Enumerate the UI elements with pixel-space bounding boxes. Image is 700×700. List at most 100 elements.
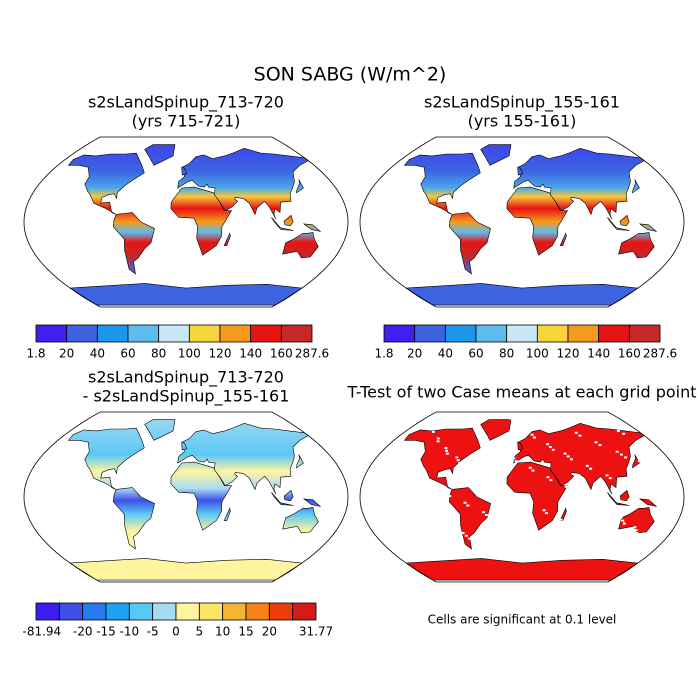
landmass [170,186,233,256]
panel-title: T-Test of two Case means at each grid po… [346,383,696,402]
speckle [445,449,449,452]
speckle [508,414,512,417]
colorbar-box [444,324,477,343]
landmass [517,166,524,176]
panel-title: - s2sLandSpinup_155-161 [83,387,290,407]
speckle [410,536,414,539]
speckle [532,436,536,439]
landmass [177,422,309,495]
landmass [405,558,639,581]
speckle [436,437,440,440]
speckle [549,551,553,554]
colorbar-label: 20 [262,625,277,639]
speckle [436,415,440,418]
speckle [399,461,403,464]
colorbar-label: -5 [147,625,159,639]
speckle [666,508,670,511]
landmass [112,487,155,550]
speckle [496,445,500,448]
landmass [405,283,639,306]
colorbar-label: 0 [172,625,180,639]
speckle [390,454,394,457]
speckle [578,434,582,437]
colorbar-box [383,324,416,343]
speckle [536,542,540,545]
colorbar-label: 160 [270,347,293,361]
landmass [638,223,658,232]
speckle [517,424,521,427]
speckle [616,429,620,432]
landmass [506,461,569,531]
speckle [583,495,587,498]
speckle [577,413,581,416]
speckle [645,541,649,544]
speckle [564,485,568,488]
speckle [637,460,641,463]
speckle [489,480,493,483]
landmass [403,152,481,215]
speckle [641,463,645,465]
speckle [497,447,501,450]
map-outline [23,136,349,308]
speckle [448,495,452,498]
colorbar-label: 140 [587,347,610,361]
landmass [618,232,655,259]
colorbar-box [628,324,661,343]
speckle [649,498,653,501]
speckle [472,471,476,474]
colorbar-box [35,602,60,621]
speckle [484,514,488,516]
speckle [432,546,436,549]
speckle [608,477,612,480]
colorbar-box [127,324,160,343]
speckle [647,496,651,499]
speckle [470,468,474,471]
landmass [223,232,231,246]
speckle [561,521,565,524]
speckle [570,491,574,494]
landmass [223,507,231,521]
speckle [365,481,369,484]
speckle [603,507,607,510]
speckle [387,497,390,499]
landmass [632,179,640,194]
speckle [391,448,395,451]
speckle [399,458,403,461]
speckle [645,465,649,468]
speckle [413,473,417,476]
colorbar-box [105,602,130,621]
colorbar-label: 20 [59,347,74,361]
speckle [433,418,437,421]
landmass [513,147,645,220]
map [67,419,322,581]
speckle [425,515,429,518]
colorbar-box [598,324,630,343]
speckle [412,470,416,473]
speckle [476,423,480,426]
speckle [600,549,604,552]
speckle [422,513,426,516]
panel-title: s2sLandSpinup_713-720 [88,368,284,388]
speckle [431,430,435,433]
map [67,144,322,306]
colorbar-box [250,324,282,343]
colorbar-label: 60 [468,347,483,361]
speckle [563,452,567,455]
panel-title: (yrs 715-721) [132,112,241,131]
speckle [585,464,589,467]
speckle [628,486,632,489]
colorbar-label: -10 [120,625,140,639]
speckle [545,512,549,515]
landmass [112,212,155,275]
speckle [563,524,567,527]
landmass [67,427,145,490]
colorbar-box [188,324,221,343]
landmass [302,498,322,507]
speckle [473,413,477,416]
speckle [585,497,589,500]
speckle [456,459,460,462]
speckle [434,425,438,428]
speckle [667,475,671,478]
speckle [589,540,593,543]
speckle [522,535,526,538]
